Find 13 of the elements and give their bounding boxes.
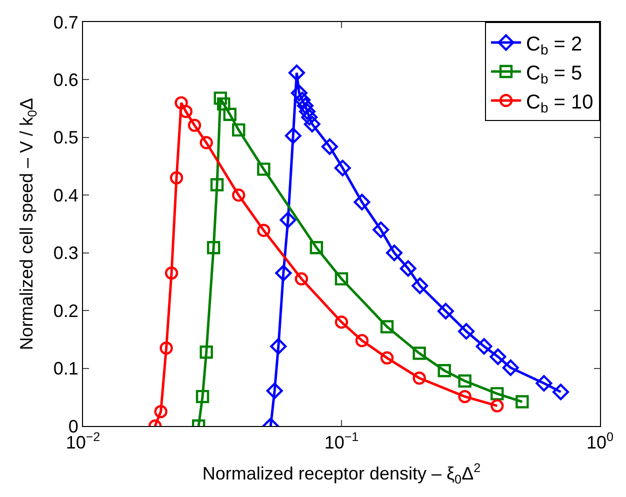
y-tick-label: 0.7 — [53, 12, 78, 32]
y-tick-label: 0.6 — [53, 70, 78, 90]
y-tick-label: 0.4 — [53, 185, 78, 206]
legend-label: C$_{b}$ = 2 — [526, 33, 582, 58]
legend-label: C$_{b}$ = 5 — [526, 62, 582, 86]
y-tick-label: 0.3 — [53, 243, 78, 264]
x-tick-label: 10$^{−1}$ — [324, 430, 359, 453]
y-tick-label: 0.1 — [53, 358, 78, 379]
x-axis-title: Normalized receptor density – ξ$_{0}$Δ$^{2}$ — [202, 461, 481, 486]
y-tick-label: 0.2 — [53, 300, 78, 321]
legend-label: C$_{b}$ = 10 — [526, 91, 594, 116]
x-tick-label: 10$^{0}$ — [586, 430, 614, 453]
y-tick-label: 0.5 — [53, 128, 78, 148]
